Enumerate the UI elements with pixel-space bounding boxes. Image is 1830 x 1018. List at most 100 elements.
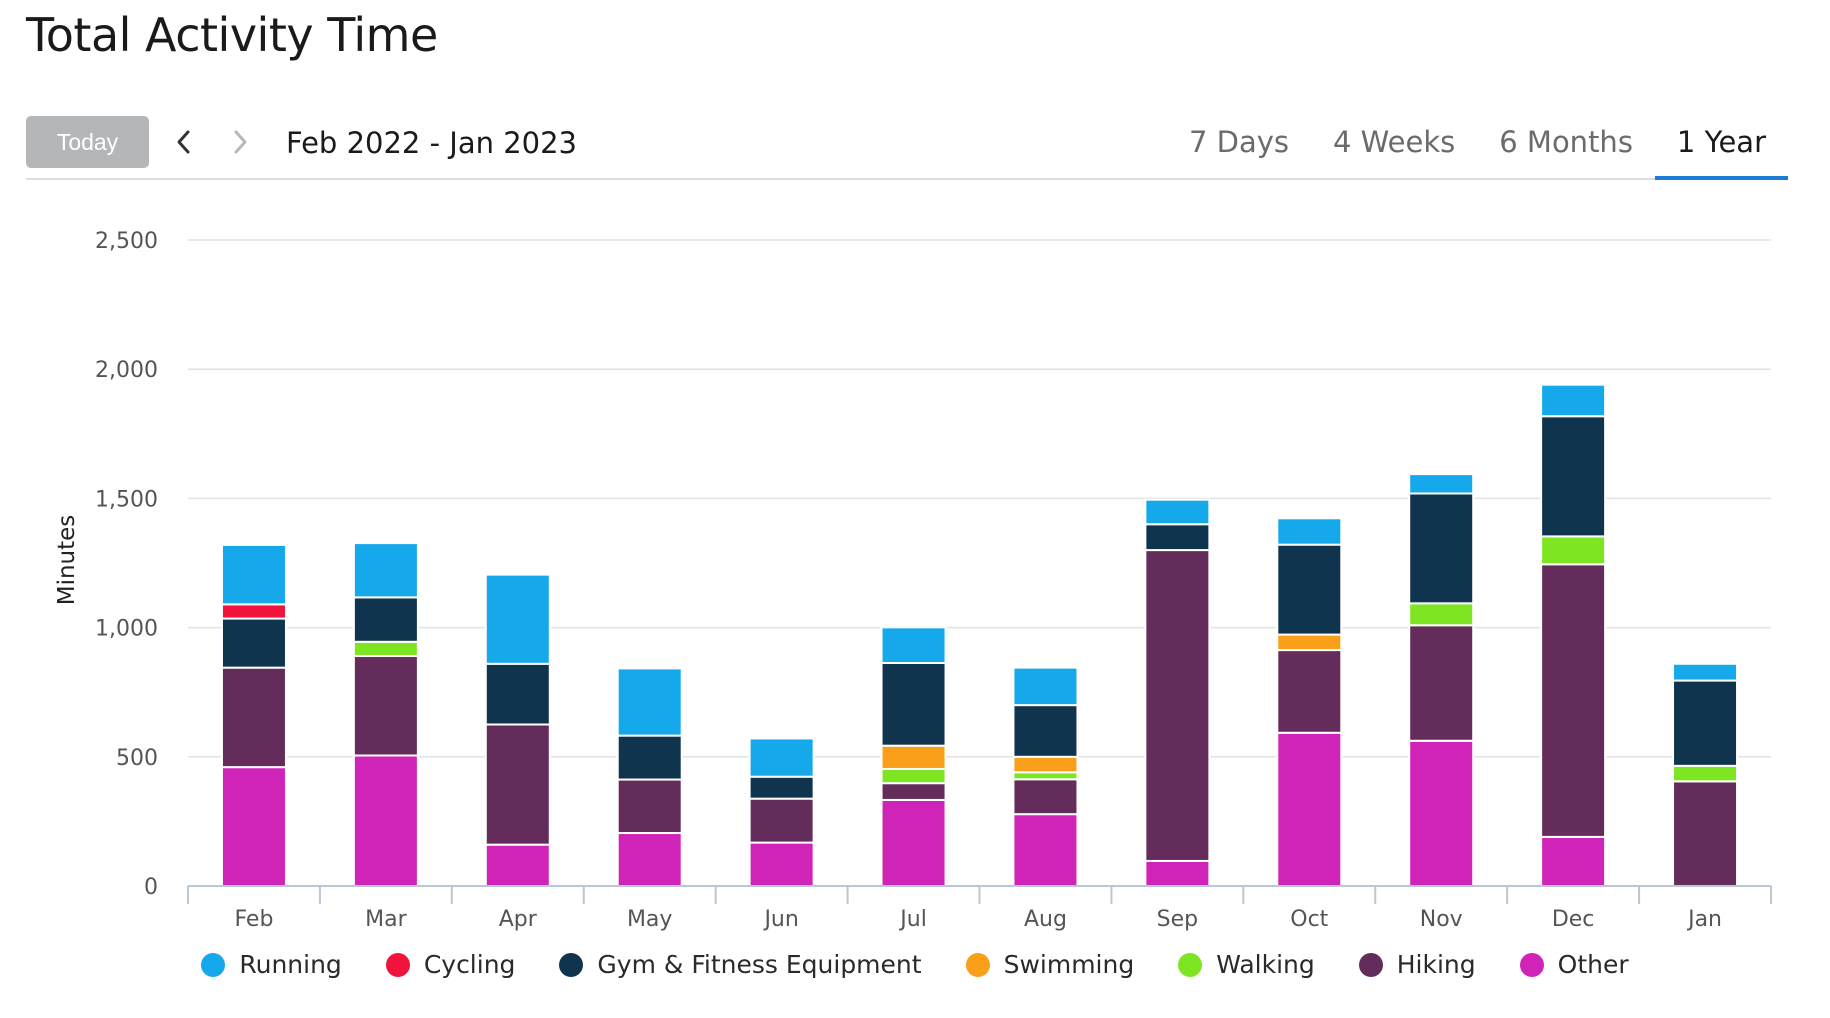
bar-segment-running[interactable] — [220, 543, 287, 606]
bar-segment-gym-fitness-equipment[interactable] — [1012, 704, 1079, 758]
y-tick-label: 2,500 — [95, 229, 158, 254]
bar-segment-hiking[interactable] — [880, 782, 947, 801]
bar-segment-walking[interactable] — [1408, 602, 1475, 627]
x-tick-label: Jul — [898, 907, 927, 932]
legend-item-swimming[interactable]: Swimming — [965, 950, 1135, 979]
bar-segment-gym-fitness-equipment[interactable] — [748, 775, 815, 800]
tab-4-weeks[interactable]: 4 Weeks — [1333, 125, 1456, 159]
bar-segment-hiking[interactable] — [1408, 624, 1475, 742]
legend-item-gym-fitness-equipment[interactable]: Gym & Fitness Equipment — [559, 950, 922, 979]
bar-segment-walking[interactable] — [352, 640, 419, 658]
bar-segment-running[interactable] — [352, 542, 419, 599]
bar-segment-running[interactable] — [1672, 662, 1739, 682]
date-range-label: Feb 2022 - Jan 2023 — [286, 126, 577, 160]
bar-segment-running[interactable] — [1276, 517, 1343, 546]
bar-segment-other[interactable] — [1276, 731, 1343, 887]
bar-stack-jan — [1672, 662, 1739, 888]
bar-segment-walking[interactable] — [1012, 771, 1079, 781]
bar-stack-jun — [748, 737, 815, 888]
bar-segment-other[interactable] — [880, 798, 947, 888]
legend-item-cycling[interactable]: Cycling — [385, 950, 516, 979]
bar-segment-gym-fitness-equipment[interactable] — [1276, 543, 1343, 636]
bar-segment-other[interactable] — [1408, 739, 1475, 887]
legend-item-running[interactable]: Running — [201, 950, 342, 979]
bar-segment-hiking[interactable] — [484, 723, 551, 846]
bar-segment-gym-fitness-equipment[interactable] — [352, 596, 419, 643]
x-tick-label: Apr — [499, 907, 538, 932]
bar-stack-sep — [1144, 498, 1211, 887]
bar-segment-running[interactable] — [1012, 666, 1079, 707]
chart-legend: Running Cycling Gym & Fitness Equipment Swi… — [0, 950, 1830, 979]
tab-6-months[interactable]: 6 Months — [1499, 125, 1633, 159]
chevron-right-icon[interactable] — [222, 124, 258, 160]
y-tick-label: 2,000 — [95, 358, 158, 383]
bar-segment-running[interactable] — [1144, 498, 1211, 526]
bar-segment-other[interactable] — [1144, 859, 1211, 887]
bar-stack-dec — [1540, 383, 1607, 887]
bar-segment-gym-fitness-equipment[interactable] — [1672, 679, 1739, 767]
bar-segment-other[interactable] — [1540, 835, 1607, 887]
bar-stack-oct — [1276, 517, 1343, 887]
bars — [220, 383, 1739, 888]
y-tick-label: 1,500 — [95, 487, 158, 512]
bar-segment-other[interactable] — [220, 766, 287, 887]
bar-segment-walking[interactable] — [1540, 535, 1607, 566]
bar-segment-hiking[interactable] — [748, 797, 815, 844]
legend-dot-icon — [1519, 952, 1544, 977]
bar-segment-hiking[interactable] — [352, 655, 419, 757]
legend-label: Swimming — [1003, 950, 1135, 979]
x-tick-label: Mar — [365, 907, 407, 932]
today-button[interactable]: Today — [26, 116, 149, 168]
bar-segment-other[interactable] — [616, 832, 683, 888]
bar-segment-walking[interactable] — [880, 767, 947, 785]
bar-segment-other[interactable] — [484, 843, 551, 888]
bar-segment-hiking[interactable] — [220, 666, 287, 769]
bar-segment-hiking[interactable] — [1144, 549, 1211, 862]
bar-segment-gym-fitness-equipment[interactable] — [1144, 523, 1211, 552]
bar-segment-walking[interactable] — [1672, 764, 1739, 783]
chevron-left-icon[interactable] — [166, 124, 202, 160]
bar-segment-running[interactable] — [748, 737, 815, 778]
y-tick-label: 500 — [116, 746, 158, 771]
bar-segment-hiking[interactable] — [1276, 649, 1343, 734]
x-tick-label: Jan — [1686, 907, 1722, 932]
bar-segment-running[interactable] — [484, 573, 551, 665]
legend-item-other[interactable]: Other — [1519, 950, 1629, 979]
tab-7-days[interactable]: 7 Days — [1188, 125, 1290, 159]
bar-segment-other[interactable] — [748, 841, 815, 888]
page-title: Total Activity Time — [26, 8, 438, 62]
legend-item-walking[interactable]: Walking — [1178, 950, 1315, 979]
bar-segment-other[interactable] — [352, 754, 419, 887]
bar-segment-swimming[interactable] — [1012, 755, 1079, 774]
bar-segment-running[interactable] — [880, 626, 947, 665]
bar-stack-may — [616, 667, 683, 888]
bar-segment-other[interactable] — [1012, 813, 1079, 887]
bar-segment-hiking[interactable] — [616, 778, 683, 835]
bar-segment-gym-fitness-equipment[interactable] — [616, 734, 683, 781]
legend-label: Cycling — [423, 950, 516, 979]
legend-dot-icon — [1358, 952, 1383, 977]
tab-1-year[interactable]: 1 Year — [1654, 116, 1789, 180]
bar-stack-apr — [484, 573, 551, 888]
bar-segment-swimming[interactable] — [880, 744, 947, 770]
bar-segment-running[interactable] — [1540, 383, 1607, 418]
x-tick-label: Dec — [1552, 907, 1595, 932]
bar-segment-hiking[interactable] — [1540, 563, 1607, 838]
bar-segment-running[interactable] — [616, 667, 683, 737]
legend-label: Running — [239, 950, 342, 979]
bar-segment-running[interactable] — [1408, 473, 1475, 495]
bar-segment-gym-fitness-equipment[interactable] — [220, 617, 287, 669]
bar-segment-gym-fitness-equipment[interactable] — [484, 662, 551, 726]
bar-segment-swimming[interactable] — [1276, 633, 1343, 652]
bar-segment-cycling[interactable] — [220, 603, 287, 620]
bar-segment-gym-fitness-equipment[interactable] — [880, 662, 947, 747]
bar-segment-hiking[interactable] — [1012, 778, 1079, 816]
legend-item-hiking[interactable]: Hiking — [1358, 950, 1476, 979]
bar-segment-gym-fitness-equipment[interactable] — [1408, 492, 1475, 605]
y-tick-label: 1,000 — [95, 617, 158, 642]
x-tick-label: Jun — [762, 907, 798, 932]
bar-segment-gym-fitness-equipment[interactable] — [1540, 415, 1607, 538]
bar-segment-hiking[interactable] — [1672, 780, 1739, 888]
x-axis: Feb Mar Apr May Jun Jul Aug Sep Oct Nov Dec Jan — [187, 885, 1772, 932]
legend-dot-icon — [201, 952, 226, 977]
